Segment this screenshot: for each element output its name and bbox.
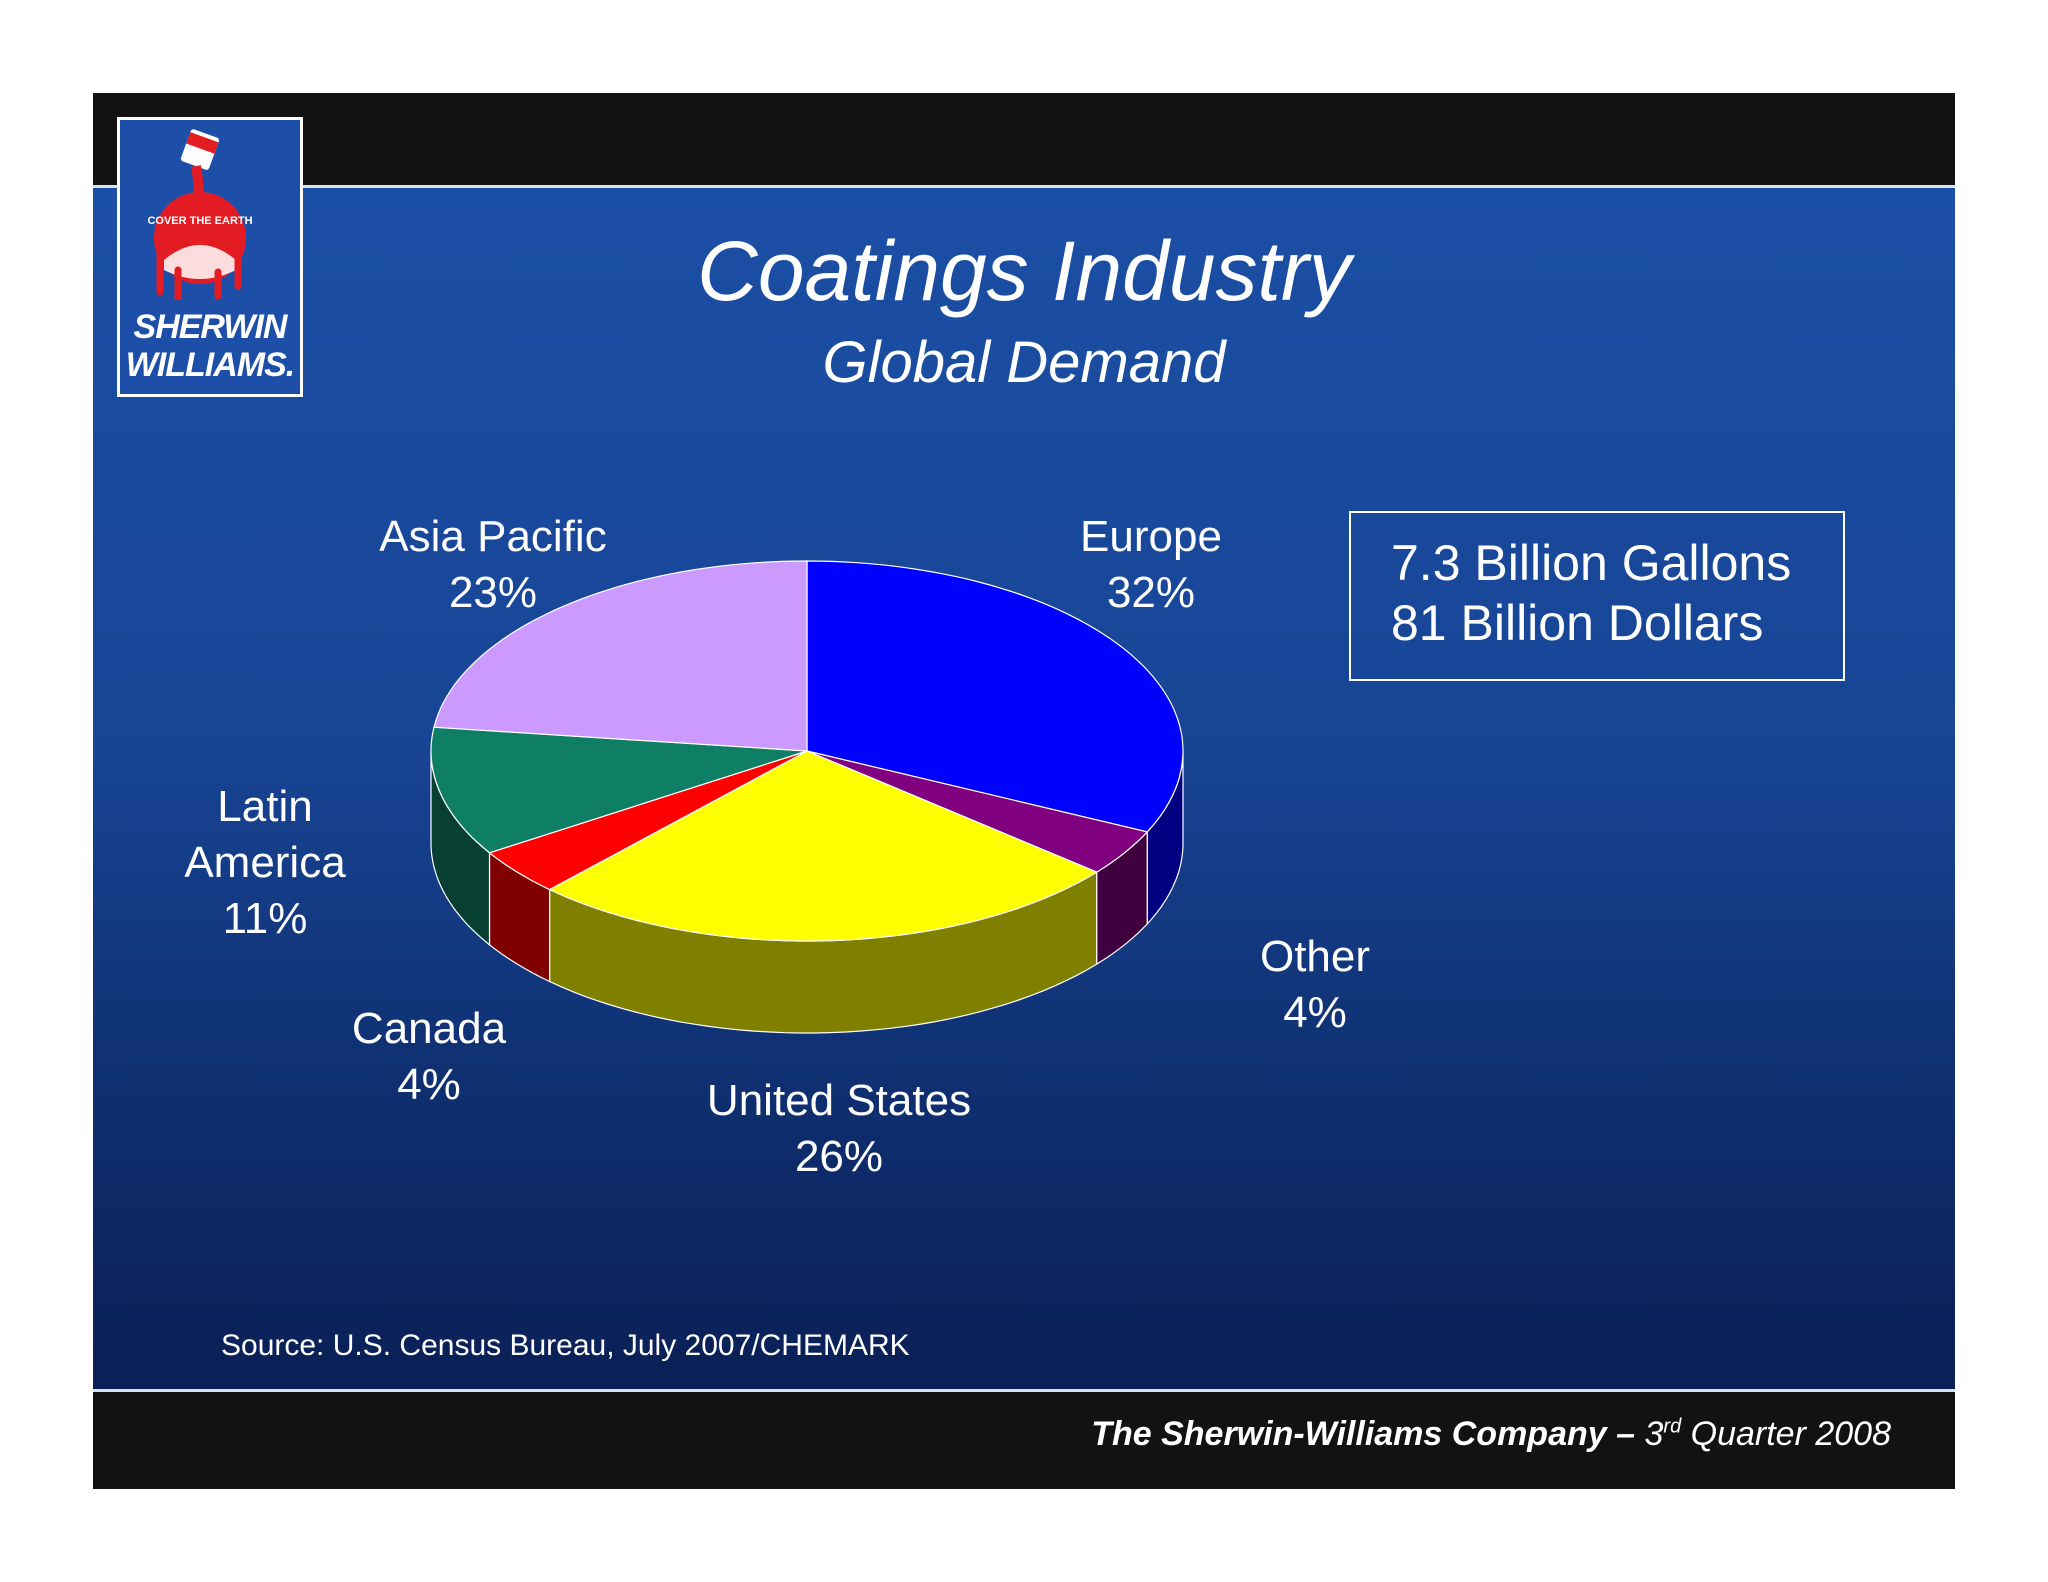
logo-line-1: SHERWIN [133,308,288,346]
logo-line-2: WILLIAMS. [125,346,296,384]
slide-subtitle: Global Demand [822,330,1226,395]
footer-quarter-sup: rd [1663,1415,1682,1438]
label-asia-pacific: Asia Pacific 23% [333,509,653,621]
pie-chart [430,560,1184,1034]
label-united-states-name: United States [706,1076,972,1125]
logo-tagline: COVER THE EARTH [147,215,252,227]
footer-quarter-rest: Quarter 2008 [1681,1415,1891,1453]
label-canada-value: 4% [397,1060,461,1109]
label-latin-america-value: 11% [222,894,308,943]
footer: The Sherwin-Williams Company – 3rd Quart… [1091,1415,1891,1454]
label-asia-pacific-name: Asia Pacific [379,512,607,561]
label-other-value: 4% [1283,988,1347,1037]
footer-quarter-num: 3 [1644,1415,1664,1453]
pie-slice-united-states [548,750,1099,942]
label-other-name: Other [1259,932,1371,981]
pie-slice-other [806,750,1149,873]
pie-tops [430,560,1184,942]
pie-slice-latin-america [430,726,808,854]
slide-title: Coatings Industry [697,224,1351,318]
label-europe-name: Europe [1080,512,1222,561]
label-latin-america: Latin America 11% [155,779,375,947]
label-canada-name: Canada [351,1004,507,1053]
label-asia-pacific-value: 23% [448,568,538,617]
pie-slice-canada [488,750,808,891]
pie-slice-asia-pacific [433,560,808,752]
sherwin-williams-logo: COVER THE EARTH SHERWIN WILLIAMS. [117,117,303,397]
label-europe: Europe 32% [991,509,1311,621]
slide: COVER THE EARTH SHERWIN WILLIAMS. Coatin… [93,93,1955,1489]
source-note: Source: U.S. Census Bureau, July 2007/CH… [221,1329,910,1362]
cover-the-earth-icon: COVER THE EARTH [147,129,253,302]
label-europe-value: 32% [1106,568,1196,617]
totals-box: 7.3 Billion Gallons 81 Billion Dollars [1349,511,1845,681]
label-latin-america-name: Latin America [184,782,346,887]
pie-slice-europe [806,560,1184,833]
label-united-states: United States 26% [679,1073,999,1185]
label-canada: Canada 4% [269,1001,589,1113]
totals-gallons: 7.3 Billion Gallons [1391,535,1792,591]
footer-company: The Sherwin-Williams Company – [1091,1415,1636,1453]
label-other: Other 4% [1155,929,1475,1041]
totals-dollars: 81 Billion Dollars [1391,595,1764,651]
label-united-states-value: 26% [794,1132,884,1181]
